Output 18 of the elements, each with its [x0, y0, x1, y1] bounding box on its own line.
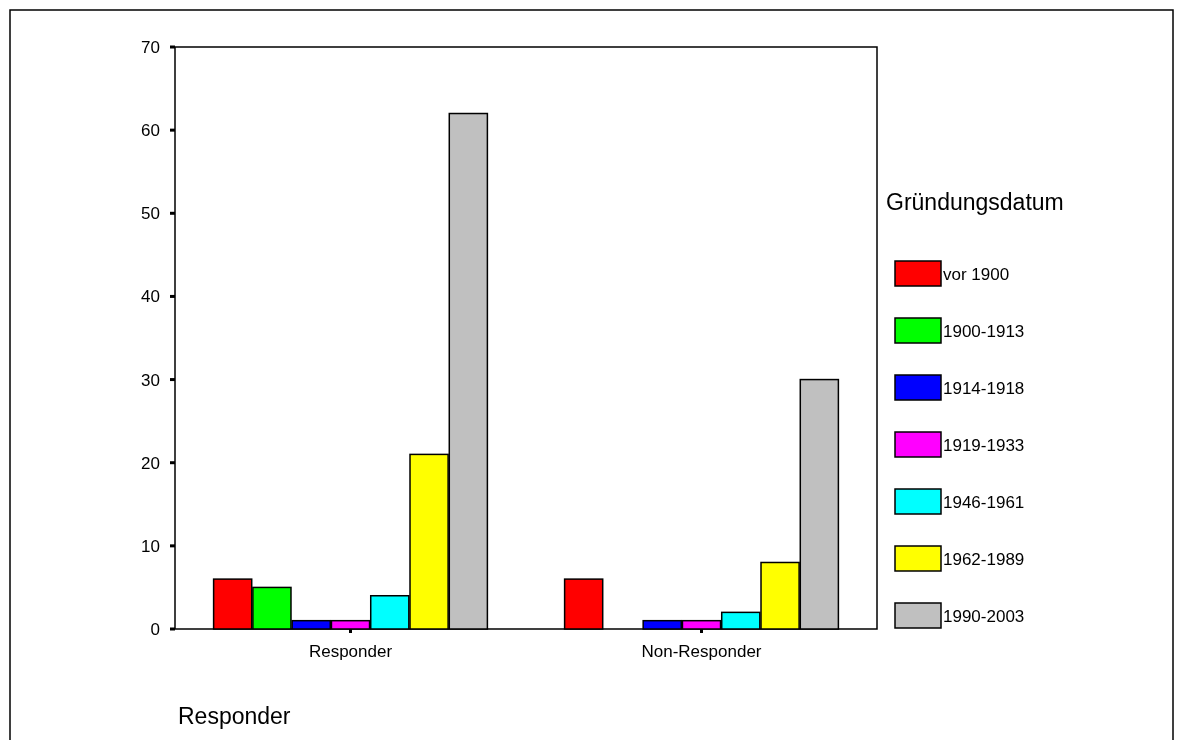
y-tick-label: 10	[141, 536, 160, 556]
x-axis-title: Responder	[178, 703, 291, 729]
legend-label: 1946-1961	[943, 492, 1025, 512]
legend-title: Gründungsdatum	[886, 189, 1064, 215]
y-tick-label: 20	[141, 453, 160, 473]
legend-label: 1962-1989	[943, 549, 1025, 569]
x-tick-label: Non-Responder	[641, 642, 762, 661]
y-tick-label: 40	[141, 287, 160, 307]
y-tick-label: 0	[150, 619, 160, 639]
legend-label: 1900-1913	[943, 321, 1025, 341]
y-tick-label: 30	[141, 370, 160, 390]
legend-label: 1914-1918	[943, 378, 1025, 398]
legend-label: 1990-2003	[943, 606, 1025, 626]
y-tick-label: 70	[141, 37, 160, 57]
legend-label: 1919-1933	[943, 435, 1025, 455]
y-tick-label: 60	[141, 121, 160, 141]
y-tick-label: 50	[141, 204, 160, 224]
legend-label: vor 1900	[943, 264, 1010, 284]
